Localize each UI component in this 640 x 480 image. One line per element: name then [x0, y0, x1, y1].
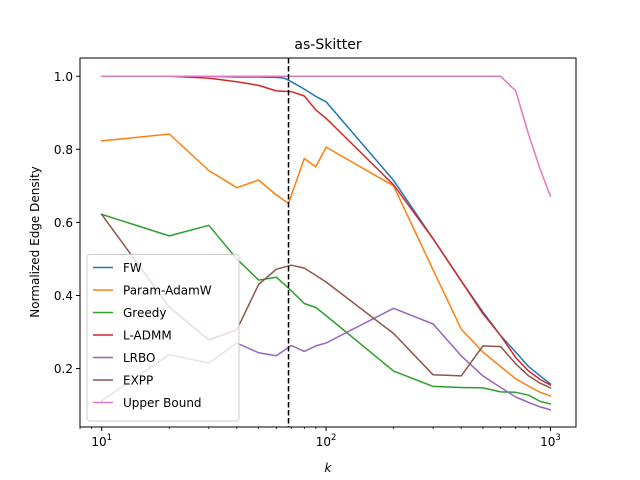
x-tick-label: 101 [91, 433, 112, 449]
legend-label: EXPP [123, 374, 153, 388]
legend-box [86, 254, 240, 422]
legend-label: Upper Bound [123, 396, 202, 410]
series-line-param-adamw [100, 133, 552, 397]
y-tick-label: 0.2 [54, 362, 73, 376]
x-tick-label: 102 [316, 433, 337, 449]
legend-label: L-ADMM [123, 329, 172, 343]
series-line-upper-bound [100, 75, 552, 198]
y-tick-label: 0.4 [54, 289, 73, 303]
x-tick-label: 103 [540, 433, 561, 449]
chart-title: as-Skitter [294, 37, 361, 53]
axis-ticks: 0.2 0.4 0.6 0.8 1.0 101 102 103 [54, 70, 561, 449]
y-axis-label: Normalized Edge Density [28, 166, 42, 318]
legend-label: Param-AdamW [123, 284, 212, 298]
y-tick-label: 1.0 [54, 70, 73, 84]
plot-frame [79, 57, 577, 428]
legend-label: FW [123, 261, 142, 275]
y-tick-label: 0.6 [54, 216, 73, 230]
legend-label: Greedy [123, 306, 166, 320]
series-line-l-admm [100, 75, 552, 387]
x-axis-label: k [325, 461, 333, 475]
y-tick-label: 0.8 [54, 143, 73, 157]
legend: FW Param-AdamW Greedy L-ADMM LRBO EXPP Upper B… [86, 254, 240, 422]
legend-label: LRBO [123, 351, 156, 365]
